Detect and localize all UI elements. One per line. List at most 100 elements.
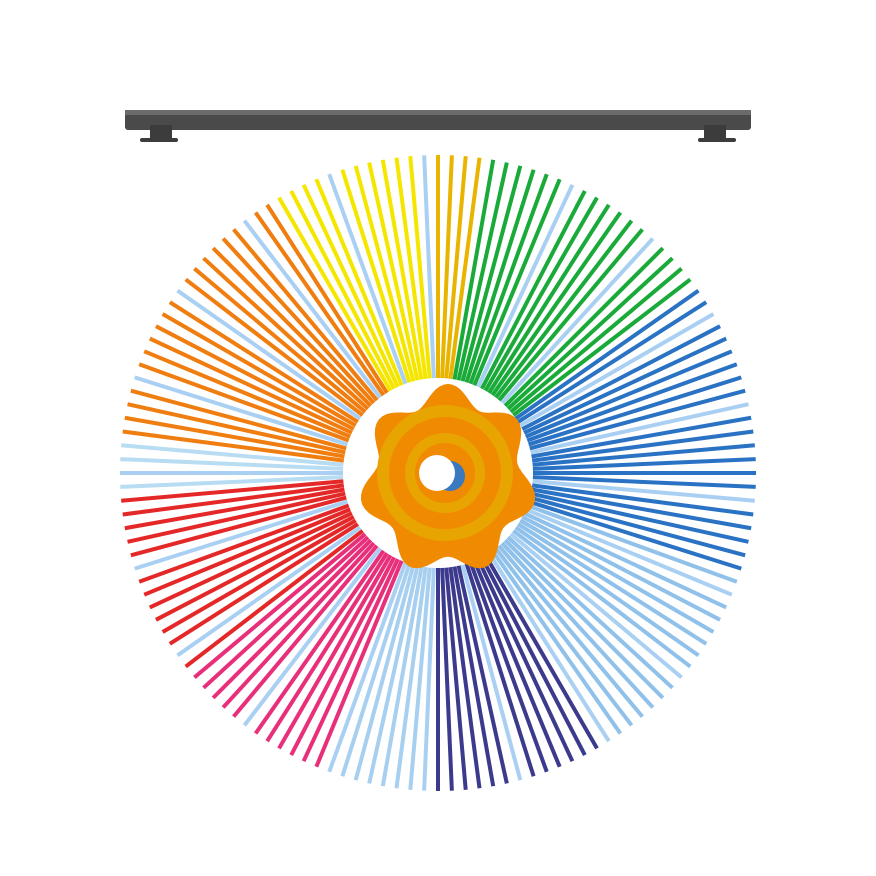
light-ray: [408, 567, 432, 790]
light-ray: [301, 183, 400, 388]
light-ray: [531, 429, 754, 463]
light-ray: [367, 565, 420, 784]
light-ray: [525, 507, 733, 597]
core-ring: [405, 433, 485, 513]
light-ray: [456, 162, 509, 381]
light-ray: [138, 362, 350, 443]
light-ray: [480, 556, 587, 756]
left-foot: [140, 138, 178, 142]
light-ray: [523, 336, 728, 435]
light-ray: [289, 190, 396, 390]
light-ray: [521, 515, 721, 622]
light-ray: [122, 429, 345, 463]
light-ray: [168, 522, 359, 646]
light-ray: [265, 552, 389, 743]
light-ray: [525, 349, 733, 439]
light-ray: [314, 560, 404, 768]
light-ray: [487, 552, 611, 743]
light-ray: [242, 219, 382, 399]
light-ray: [528, 375, 742, 447]
light-ray: [253, 549, 386, 735]
light-ray: [452, 159, 496, 380]
light-ray: [512, 277, 692, 417]
right-foot: [698, 138, 736, 142]
light-ray: [519, 312, 715, 428]
light-ray: [529, 495, 746, 558]
light-ray: [221, 541, 376, 709]
light-ray: [202, 535, 370, 690]
light-ray: [452, 566, 496, 787]
light-ray: [422, 567, 436, 791]
light-ray: [531, 483, 754, 517]
light-ray: [211, 246, 373, 408]
light-ray: [353, 165, 416, 382]
light-ray: [155, 324, 355, 431]
light-ray: [253, 211, 386, 397]
light-ray: [122, 483, 345, 517]
light-ray: [490, 549, 623, 735]
light-ray: [211, 538, 373, 700]
light-ray: [517, 300, 708, 424]
light-ray: [531, 487, 752, 531]
light-ray: [161, 518, 357, 634]
light-ray: [528, 499, 742, 571]
light-ray: [143, 349, 351, 439]
light-ray: [242, 547, 382, 727]
light-ray: [394, 566, 428, 789]
light-ray: [265, 203, 389, 394]
light-ray: [490, 211, 623, 397]
light-ray: [148, 511, 353, 610]
light-ray: [127, 491, 346, 544]
light-ray: [532, 475, 756, 489]
light-ray: [327, 561, 408, 773]
light-ray: [464, 169, 536, 383]
light-ray: [483, 196, 599, 392]
light-ray: [532, 443, 755, 467]
core-hole: [419, 455, 455, 491]
light-ray: [503, 246, 665, 408]
light-ray: [120, 475, 344, 489]
light-rays: [120, 155, 756, 791]
light-ray: [483, 554, 599, 750]
light-ray: [277, 554, 393, 750]
light-ray: [526, 503, 738, 584]
light-ray: [440, 567, 454, 791]
light-ray: [176, 525, 362, 658]
light-ray: [460, 165, 523, 382]
led-bar-fixture: [125, 110, 751, 142]
light-ray: [127, 402, 346, 455]
light-ray: [519, 518, 715, 634]
light-ray: [468, 173, 549, 385]
light-ray: [530, 491, 749, 544]
light-ray: [380, 159, 424, 380]
light-ray: [168, 300, 359, 424]
light-ray: [476, 183, 575, 388]
left-bracket: [150, 125, 172, 139]
light-ray: [440, 155, 454, 379]
light-ray: [301, 558, 400, 763]
light-ray: [487, 203, 611, 394]
right-bracket: [704, 125, 726, 139]
light-ray: [193, 267, 367, 414]
light-ray: [408, 156, 432, 379]
light-ray: [529, 388, 746, 451]
light-ray: [422, 155, 436, 379]
light-ray: [138, 503, 350, 584]
light-ray: [143, 507, 351, 597]
light-ray: [448, 566, 482, 789]
light-ray: [221, 237, 376, 405]
light-ray: [514, 288, 700, 421]
light-ray: [472, 560, 562, 768]
light-ray: [327, 173, 408, 385]
light-ray: [155, 515, 355, 622]
light-ray: [468, 561, 549, 773]
light-ray: [494, 547, 634, 727]
light-ray: [124, 487, 345, 531]
bar-top-edge: [125, 110, 751, 115]
light-ray: [476, 558, 575, 763]
light-ray: [464, 563, 536, 777]
light-ray: [134, 499, 348, 571]
light-ray: [394, 157, 428, 380]
